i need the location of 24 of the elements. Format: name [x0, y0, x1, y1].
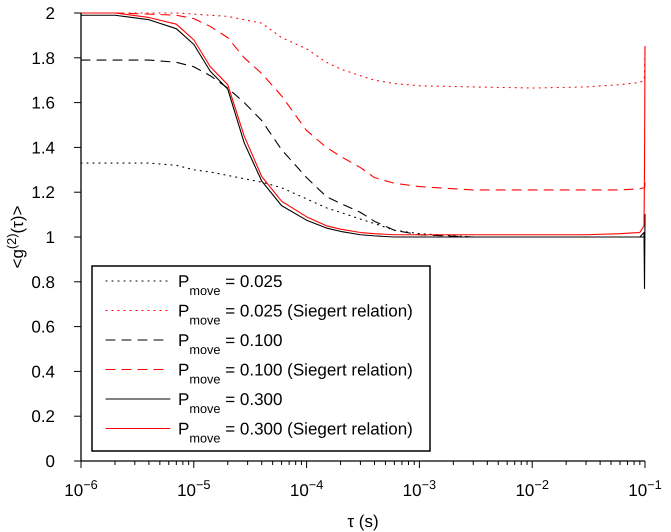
x-tick-label: 10$^{−2}$ [515, 476, 549, 500]
legend-label: P$_{move}$ = 0.100 (Siegert relation) [178, 360, 413, 386]
x-tick-label: 10$^{−6}$ [64, 476, 98, 500]
legend-label: P$_{move}$ = 0.100 [178, 330, 282, 356]
y-tick-label: 1.4 [31, 138, 55, 158]
y-tick-label: 0.2 [31, 407, 55, 426]
legend-label: P$_{move}$ = 0.300 (Siegert relation) [178, 419, 413, 445]
y-tick-label: 0.6 [31, 318, 55, 337]
y-tick-label: 0.4 [31, 362, 55, 382]
x-axis-title: τ (s) [347, 512, 379, 531]
y-tick-label: 1.8 [31, 48, 55, 68]
legend-label: P$_{move}$ = 0.025 [178, 272, 282, 298]
y-tick-label: 1.6 [31, 94, 55, 113]
y-tick-label: 0.8 [31, 272, 55, 292]
legend-label: P$_{move}$ = 0.300 [178, 390, 282, 416]
y-tick-label: 1.2 [31, 183, 55, 202]
x-tick-label: 10$^{−4}$ [290, 476, 324, 500]
y-tick-label: 0 [46, 452, 55, 471]
y-tick-label: 2 [46, 4, 55, 23]
x-tick-label: 10$^{−1}$ [628, 476, 662, 500]
x-tick-label: 10$^{−5}$ [177, 476, 211, 500]
y-tick-label: 1 [46, 228, 55, 247]
x-tick-label: 10$^{−3}$ [402, 476, 436, 500]
legend-label: P$_{move}$ = 0.025 (Siegert relation) [178, 301, 413, 327]
